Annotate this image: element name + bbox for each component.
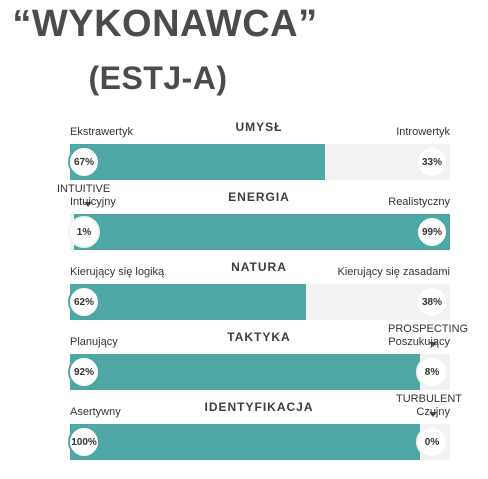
trait-left-label: Kierujący się logiką (70, 266, 165, 278)
trait-name: IDENTYFIKACJA (204, 400, 314, 414)
left-percent-badge: 100% (68, 426, 100, 458)
trait-mind: UMYSŁ Ekstrawertyk Introwertyk 67% 33% (66, 120, 452, 184)
right-percent-badge: 8% (416, 356, 448, 388)
trait-bar-fill (70, 144, 325, 180)
trait-bar-track[interactable]: 62% 38% (68, 284, 450, 320)
trait-bar-track[interactable]: 1% 99% (68, 214, 450, 250)
trait-bar-track[interactable]: 100% 0% (68, 424, 450, 460)
left-percent-badge: 62% (68, 286, 100, 318)
trait-bar-fill (74, 214, 450, 250)
caret-down-icon (429, 412, 437, 417)
trait-name: ENERGIA (228, 190, 290, 204)
trait-left-label: Intuicyjny (70, 196, 116, 208)
caret-down-icon (429, 342, 437, 347)
trait-left-label: Ekstrawertyk (70, 126, 133, 138)
trait-name: TAKTYKA (227, 330, 291, 344)
left-percent-badge: 67% (68, 146, 100, 178)
right-percent-badge: 33% (416, 146, 448, 178)
page-title: “WYKONAWCA” (12, 3, 318, 45)
trait-energy: ENERGIA Intuicyjny Realistyczny 1% 99% (66, 190, 452, 254)
trait-left-label: Planujący (70, 336, 118, 348)
trait-bar-track[interactable]: 92% 8% (68, 354, 450, 390)
trait-right-label: Realistyczny (388, 196, 450, 208)
trait-bar-fill (70, 354, 420, 390)
trait-tactics: TAKTYKA Planujący Poszukujący 92% 8% (66, 330, 452, 394)
trait-bar-fill (70, 284, 306, 320)
trait-bar-track[interactable]: 67% 33% (68, 144, 450, 180)
trait-right-label: Poszukujący (388, 336, 450, 348)
trait-right-label: Czujny (416, 406, 450, 418)
right-percent-badge: 38% (416, 286, 448, 318)
left-percent-badge: 1% (68, 216, 100, 248)
hover-label-turbulent: TURBULENT (396, 393, 463, 405)
trait-name: NATURA (231, 260, 287, 274)
trait-left-label: Asertywny (70, 406, 121, 418)
hover-label-prospecting: PROSPECTING (388, 323, 469, 335)
left-percent-badge: 92% (68, 356, 100, 388)
personality-type-code: (ESTJ-A) (88, 60, 228, 96)
trait-nature: NATURA Kierujący się logiką Kierujący si… (66, 260, 452, 324)
trait-right-label: Kierujący się zasadami (337, 266, 451, 278)
trait-name: UMYSŁ (235, 120, 283, 134)
right-percent-badge: 0% (416, 426, 448, 458)
trait-identity: IDENTYFIKACJA Asertywny Czujny 100% 0% (66, 400, 452, 464)
right-percent-badge: 99% (416, 216, 448, 248)
trait-right-label: Introwertyk (396, 126, 450, 138)
caret-down-icon (84, 202, 92, 207)
hover-label-intuitive: INTUITIVE (57, 183, 111, 195)
trait-bar-fill (70, 424, 420, 460)
